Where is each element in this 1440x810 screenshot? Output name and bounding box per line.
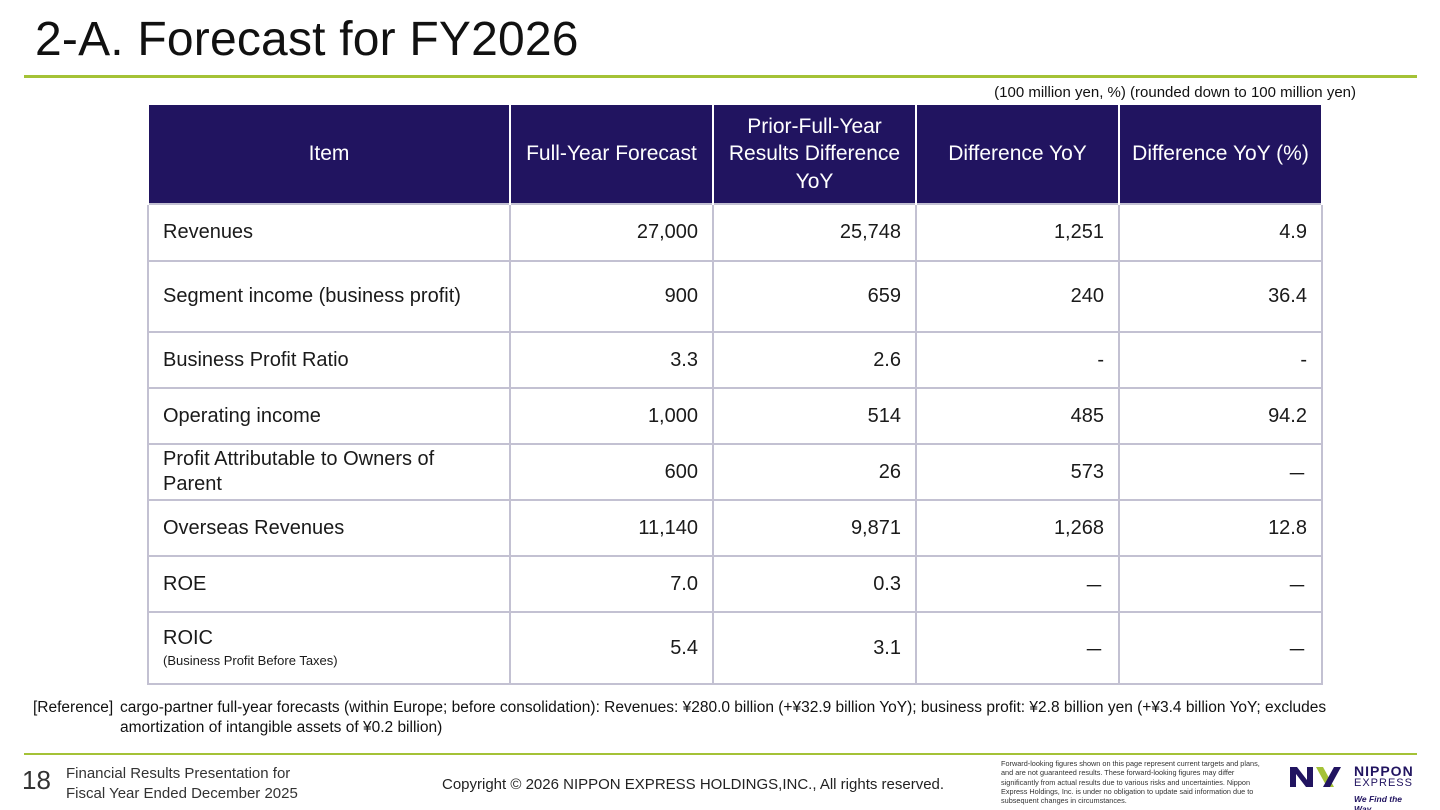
row-label-text: Overseas Revenues <box>163 516 345 539</box>
logo-tagline: We Find the Way <box>1354 794 1403 810</box>
table-row: Revenues 27,000 25,748 1,251 4.9 <box>147 203 1323 262</box>
cell-full-year-forecast: 3.3 <box>509 331 714 389</box>
cell-full-year-forecast: 11,140 <box>509 499 714 557</box>
column-header-difference-yoy-pct: Difference YoY (%) <box>1118 105 1323 204</box>
logo-wordmark-express: EXPRESS <box>1354 777 1413 789</box>
row-label-text: ROE <box>163 572 207 595</box>
table-row: Profit Attributable to Owners of Parent … <box>147 443 1323 501</box>
row-label-subtext: (Business Profit Before Taxes) <box>163 653 338 669</box>
page-title: 2-A. Forecast for FY2026 <box>35 13 579 66</box>
column-header-item: Item <box>147 105 511 204</box>
table-header-row: Item Full-Year Forecast Prior-Full-Year … <box>147 105 1323 204</box>
column-header-difference-yoy: Difference YoY <box>915 105 1120 204</box>
cell-difference-yoy: 573 <box>915 443 1120 501</box>
row-label-text: Revenues <box>163 221 254 243</box>
cell-full-year-forecast: 1,000 <box>509 387 714 445</box>
row-label: Overseas Revenues <box>147 499 511 557</box>
cell-difference-yoy-pct: 4.9 <box>1118 203 1323 262</box>
cell-difference-yoy: － <box>915 611 1120 685</box>
page-number: 18 <box>22 765 51 795</box>
nippon-express-logo: NIPPON EXPRESS We Find the Way <box>1290 763 1420 810</box>
cell-difference-yoy: 1,251 <box>915 203 1120 262</box>
row-label: Profit Attributable to Owners of Parent <box>147 443 511 501</box>
reference-text: cargo-partner full-year forecasts (withi… <box>120 699 1327 737</box>
row-label: Segment income (business profit) <box>147 260 511 333</box>
row-label-text: Segment income (business profit) <box>163 285 461 307</box>
cell-difference-yoy-pct: － <box>1118 443 1323 501</box>
row-label: Revenues <box>147 203 511 262</box>
presentation-title-line2: Fiscal Year Ended December 2025 <box>66 784 298 802</box>
cell-full-year-forecast: 7.0 <box>509 555 714 613</box>
cell-difference-yoy: － <box>915 555 1120 613</box>
cell-difference-yoy-pct: 12.8 <box>1118 499 1323 557</box>
cell-prior-year-results: 9,871 <box>712 499 917 557</box>
footer-divider <box>24 753 1417 755</box>
reference-note: [Reference] cargo-partner full-year fore… <box>33 698 1370 738</box>
cell-difference-yoy-pct: 94.2 <box>1118 387 1323 445</box>
cell-full-year-forecast: 600 <box>509 443 714 501</box>
table-row: ROE 7.0 0.3 － － <box>147 555 1323 613</box>
disclaimer-text: Forward-looking figures shown on this pa… <box>1001 759 1260 806</box>
column-header-prior-year-results: Prior-Full-Year Results Difference YoY <box>712 105 917 204</box>
copyright-notice: Copyright © 2026 NIPPON EXPRESS HOLDINGS… <box>442 776 945 793</box>
cell-full-year-forecast: 900 <box>509 260 714 333</box>
presentation-title-line1: Financial Results Presentation for <box>66 765 291 782</box>
cell-difference-yoy: 1,268 <box>915 499 1120 557</box>
cell-difference-yoy-pct: 36.4 <box>1118 260 1323 333</box>
logo-wordmark-nippon: NIPPON <box>1354 763 1414 779</box>
table-row: ROIC (Business Profit Before Taxes) 5.4 3… <box>147 611 1323 685</box>
cell-prior-year-results: 2.6 <box>712 331 917 389</box>
row-label: Business Profit Ratio <box>147 331 511 389</box>
table-row: Business Profit Ratio 3.3 2.6 - - <box>147 331 1323 389</box>
column-header-full-year-forecast: Full-Year Forecast <box>509 105 714 204</box>
title-divider <box>24 75 1417 78</box>
cell-prior-year-results: 3.1 <box>712 611 917 685</box>
cell-difference-yoy-pct: － <box>1118 555 1323 613</box>
nx-logo-mark-icon <box>1290 767 1341 787</box>
row-label-text: Business Profit Ratio <box>163 348 349 371</box>
cell-full-year-forecast: 27,000 <box>509 203 714 262</box>
cell-difference-yoy: 485 <box>915 387 1120 445</box>
row-label-text: ROIC <box>163 627 213 650</box>
row-label-text: Profit Attributable to Owners of Parent <box>163 448 435 495</box>
unit-note: (100 million yen, %) (rounded down to 10… <box>994 84 1356 101</box>
cell-prior-year-results: 514 <box>712 387 917 445</box>
row-label: ROE <box>147 555 511 613</box>
presentation-title: Financial Results Presentation for Fisca… <box>66 764 298 803</box>
table-row: Overseas Revenues 11,140 9,871 1,268 12.… <box>147 499 1323 557</box>
table-row: Segment income (business profit) 900 659… <box>147 260 1323 333</box>
reference-tag: [Reference] <box>33 699 114 716</box>
row-label: ROIC (Business Profit Before Taxes) <box>147 611 511 685</box>
cell-full-year-forecast: 5.4 <box>509 611 714 685</box>
cell-prior-year-results: 25,748 <box>712 203 917 262</box>
cell-difference-yoy-pct: - <box>1118 331 1323 389</box>
cell-difference-yoy-pct: － <box>1118 611 1323 685</box>
row-label-text: Operating income <box>163 404 321 427</box>
cell-prior-year-results: 26 <box>712 443 917 501</box>
cell-prior-year-results: 659 <box>712 260 917 333</box>
cell-difference-yoy: 240 <box>915 260 1120 333</box>
row-label: Operating income <box>147 387 511 445</box>
table-row: Operating income 1,000 514 485 94.2 <box>147 387 1323 445</box>
cell-prior-year-results: 0.3 <box>712 555 917 613</box>
forecast-table: Item Full-Year Forecast Prior-Full-Year … <box>147 105 1323 685</box>
cell-difference-yoy: - <box>915 331 1120 389</box>
